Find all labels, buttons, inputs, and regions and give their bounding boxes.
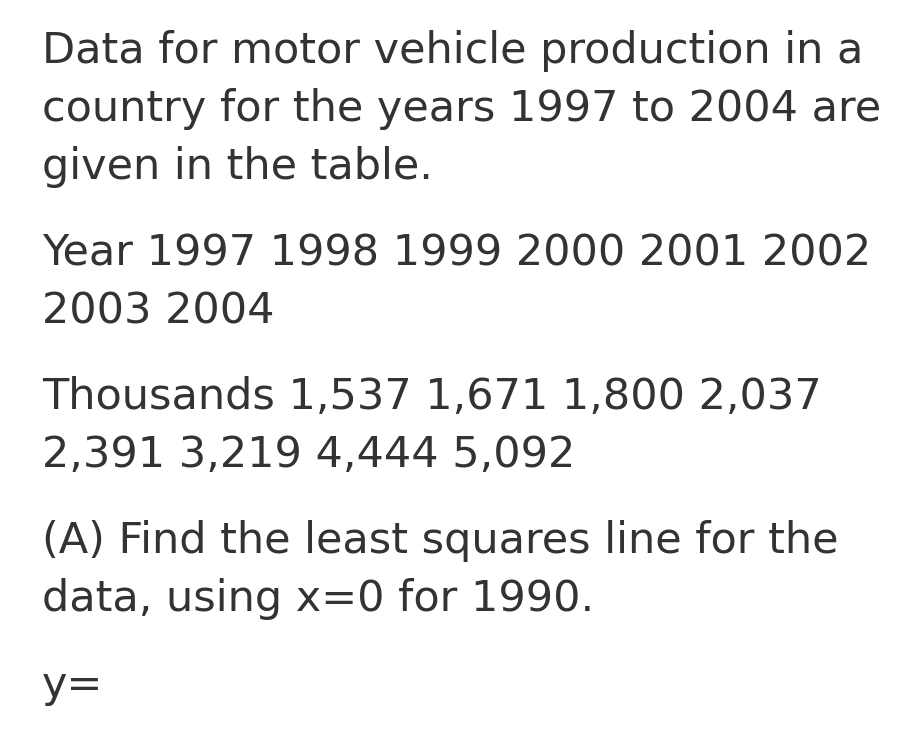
Text: Data for motor vehicle production in a: Data for motor vehicle production in a [42,30,863,72]
Text: y=: y= [42,664,103,706]
Text: Year 1997 1998 1999 2000 2001 2002: Year 1997 1998 1999 2000 2001 2002 [42,232,871,274]
Text: given in the table.: given in the table. [42,146,433,188]
Text: country for the years 1997 to 2004 are: country for the years 1997 to 2004 are [42,88,881,130]
Text: Thousands 1,537 1,671 1,800 2,037: Thousands 1,537 1,671 1,800 2,037 [42,376,822,418]
Text: 2,391 3,219 4,444 5,092: 2,391 3,219 4,444 5,092 [42,434,576,476]
Text: (A) Find the least squares line for the: (A) Find the least squares line for the [42,520,838,562]
Text: data, using x=0 for 1990.: data, using x=0 for 1990. [42,578,594,620]
Text: 2003 2004: 2003 2004 [42,290,274,332]
